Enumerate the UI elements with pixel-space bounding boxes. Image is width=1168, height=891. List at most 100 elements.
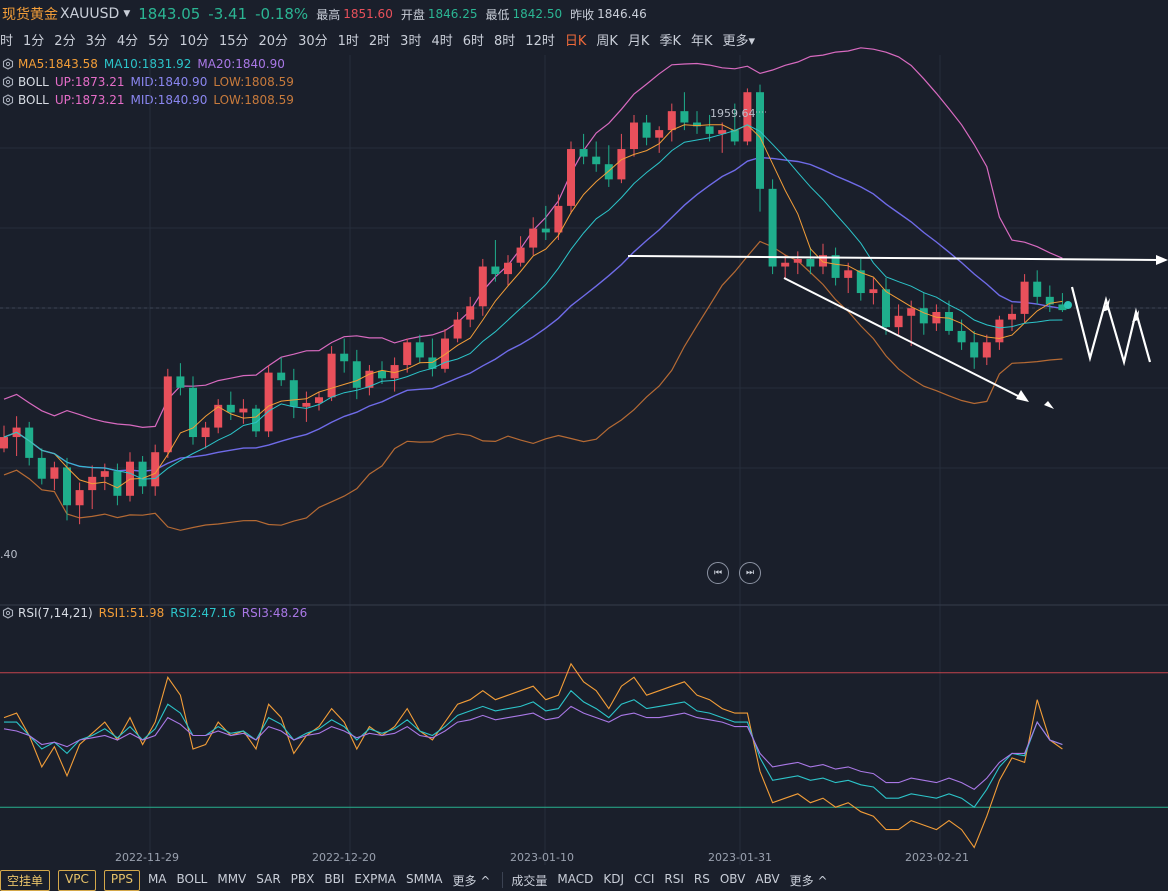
boll-low-value: LOW:1808.59 [213, 75, 294, 89]
timeframe-21[interactable]: 年K [690, 33, 713, 49]
candle-body-60 [756, 92, 764, 189]
sub-indicator-7[interactable]: ABV [755, 871, 780, 886]
timeframe-5[interactable]: 5分 [148, 33, 170, 49]
candle-body-4 [50, 467, 59, 479]
sub-indicator-1[interactable]: MACD [557, 871, 594, 886]
timeframe-22[interactable]: 更多▾ [722, 33, 756, 49]
timeframe-17[interactable]: 日K [564, 33, 587, 49]
ma5-line [3, 124, 1063, 489]
candle-body-30 [378, 370, 386, 379]
timeframe-1[interactable]: 1分 [23, 33, 45, 49]
timeframe-bar: 时 1分 2分 3分 4分 5分 10分 15分 20分 30分 1时 2时 3时 4时 6时 8时 12时 日K… [0, 28, 765, 50]
boll-low-line [3, 240, 1063, 531]
timeframe-16[interactable]: 12时 [525, 33, 555, 49]
instrument-name[interactable]: 现货黄金 [2, 7, 58, 23]
timeframe-19[interactable]: 月K [627, 33, 650, 49]
candle-body-75 [945, 312, 953, 331]
x-tick-label-0: 2022-11-29 [115, 851, 179, 864]
sub-indicator-0[interactable]: 成交量 [511, 873, 548, 888]
sub-indicator-3[interactable]: CCI [634, 871, 655, 886]
timeframe-6[interactable]: 10分 [179, 33, 209, 49]
rsi-line-RSI1 [3, 662, 1063, 849]
timeframe-8[interactable]: 20分 [258, 33, 289, 49]
main-indicator-3[interactable]: SAR [256, 871, 281, 886]
main-indicator-0[interactable]: MA [147, 871, 167, 886]
main-indicator-7[interactable]: SMMA [405, 871, 443, 886]
candle-body-65 [819, 255, 827, 267]
main-indicator-5[interactable]: BBI [324, 871, 345, 886]
x-tick-label-3: 2023-01-31 [708, 851, 772, 864]
timeframe-0[interactable]: 时 [0, 33, 14, 49]
main-indicator-1[interactable]: BOLL [176, 871, 208, 886]
candle-body-72 [907, 308, 916, 316]
main-indicator-2[interactable]: MMV [217, 871, 247, 886]
candle-body-22 [277, 372, 286, 381]
candle-body-63 [793, 258, 802, 263]
timeframe-15[interactable]: 8时 [494, 33, 516, 49]
scroll-end-icon[interactable]: ⏭ [739, 562, 761, 584]
candle-body-14 [176, 376, 185, 388]
timeframe-7[interactable]: 15分 [218, 33, 249, 49]
timeframe-11[interactable]: 2时 [368, 33, 391, 49]
main-indicator-4[interactable]: PBX [290, 871, 315, 886]
sub-indicator-6[interactable]: OBV [719, 871, 746, 886]
ma10-line [3, 124, 1063, 480]
toolbar-box-0[interactable]: 空挂单 [0, 869, 51, 891]
candle-body-25 [315, 397, 323, 403]
scroll-start-icon[interactable]: ⏮ [707, 562, 729, 584]
boll-up-value: UP:1873.21 [54, 93, 125, 107]
candle-body-18 [226, 404, 235, 413]
candle-body-19 [239, 408, 248, 413]
candle-body-29 [365, 370, 374, 388]
timeframe-9[interactable]: 30分 [298, 33, 328, 49]
toolbar-box-1[interactable]: VPC [58, 869, 96, 891]
candle-body-78 [982, 342, 991, 358]
timeframe-10[interactable]: 1时 [337, 33, 359, 49]
candle-body-52 [655, 130, 664, 138]
last-price-dot [1064, 301, 1072, 309]
sub-indicator-4[interactable]: RSI [664, 871, 684, 886]
hexagon-settings-icon[interactable] [2, 58, 14, 70]
candle-body-2 [25, 427, 34, 458]
sub-indicator-2[interactable]: KDJ [603, 871, 625, 886]
timeframe-4[interactable]: 4分 [116, 33, 139, 49]
timeframe-3[interactable]: 3分 [85, 33, 107, 49]
candle-body-47 [592, 156, 601, 165]
candle-body-59 [743, 92, 752, 142]
sub-indicator-5[interactable]: RS [693, 871, 710, 886]
max-price-label: 1959.64 [710, 107, 756, 120]
instrument-symbol[interactable]: XAUUSD [60, 6, 120, 22]
low-value: 1842.50 [512, 7, 563, 21]
chevron-down-icon[interactable]: ▼ [123, 9, 131, 19]
last-price: 1843.05 [138, 5, 201, 23]
timeframe-12[interactable]: 3时 [400, 33, 422, 49]
hexagon-settings-icon[interactable] [2, 607, 14, 619]
price-chart[interactable]: 2022-11-29 2022-12-20 2023-01-10 2023-01-31… [0, 0, 1168, 870]
timeframe-18[interactable]: 周K [596, 33, 618, 49]
hexagon-settings-icon[interactable] [2, 94, 14, 106]
candle-body-32 [403, 342, 412, 366]
candle-body-8 [100, 471, 109, 477]
timeframe-13[interactable]: 4时 [431, 33, 453, 49]
timeframe-14[interactable]: 6时 [462, 33, 485, 49]
sub-indicator-8[interactable]: 更多 ^ [789, 873, 828, 888]
high-value: 1851.60 [343, 7, 393, 21]
candle-body-27 [340, 353, 349, 362]
candle-body-84 [1058, 304, 1067, 311]
main-indicator-6[interactable]: EXPMA [354, 871, 396, 886]
candle-body-81 [1020, 281, 1029, 314]
candle-body-12 [151, 452, 160, 487]
hexagon-settings-icon[interactable] [2, 76, 14, 88]
candle-body-26 [327, 353, 336, 398]
boll-label: BOLL [18, 75, 49, 89]
candle-body-70 [882, 289, 890, 328]
timeframe-20[interactable]: 季K [659, 33, 681, 49]
candle-body-37 [466, 306, 475, 320]
open-value: 1846.25 [427, 7, 478, 21]
candle-body-53 [667, 111, 676, 131]
candle-body-71 [894, 315, 903, 328]
main-indicator-8[interactable]: 更多 ^ [452, 873, 491, 888]
timeframe-2[interactable]: 2分 [54, 33, 76, 49]
candle-body-54 [680, 111, 689, 123]
toolbar-box-2[interactable]: PPS [103, 869, 140, 891]
